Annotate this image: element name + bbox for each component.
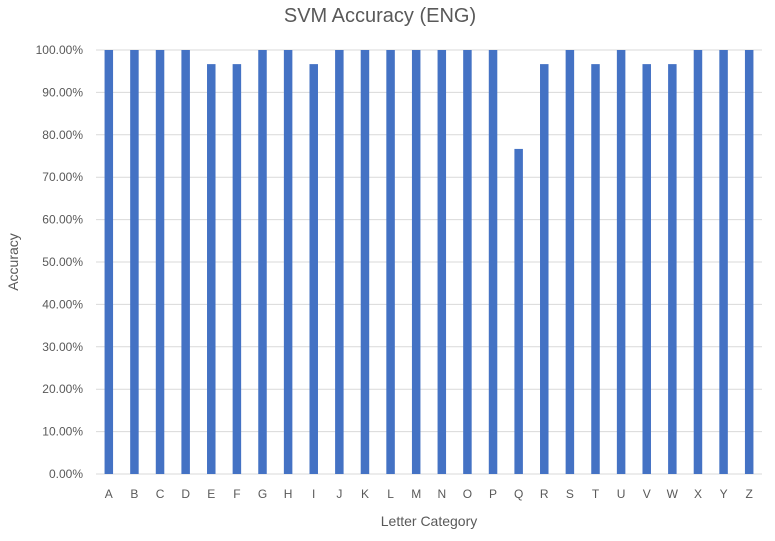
bar-O (463, 50, 472, 474)
y-tick-label: 60.00% (42, 213, 83, 227)
bar-X (693, 50, 703, 474)
y-axis-title: Accuracy (5, 233, 21, 291)
y-tick-label: 100.00% (36, 43, 84, 57)
y-tick-label: 70.00% (42, 170, 83, 184)
x-tick-label-Q: Q (514, 487, 523, 501)
bar-Z (744, 50, 754, 474)
bar-T (591, 64, 600, 474)
x-tick-label-L: L (387, 487, 394, 501)
bar-Q (514, 148, 523, 475)
x-axis-ticks: A B C D E F G H I J K L M N O P Q R S T U V W X Y Z (105, 487, 753, 501)
bar-G (258, 50, 267, 474)
x-tick-label-N: N (437, 487, 446, 501)
bar-M (411, 50, 421, 474)
bar-E (207, 64, 216, 474)
bar-D (181, 50, 190, 474)
bar-V (642, 64, 651, 474)
bar-Y (719, 50, 728, 474)
x-tick-label-U: U (617, 487, 626, 501)
y-tick-label: 20.00% (42, 382, 83, 396)
x-tick-label-M: M (411, 487, 421, 501)
bar-F (232, 64, 242, 474)
chart-title: SVM Accuracy (ENG) (284, 5, 476, 27)
x-axis-title: Letter Category (381, 513, 478, 529)
x-tick-label-A: A (105, 487, 113, 501)
bar-R (540, 64, 549, 474)
x-tick-label-E: E (207, 487, 215, 501)
x-tick-label-C: C (156, 487, 165, 501)
bar-W (668, 64, 677, 474)
bar-J (335, 50, 344, 474)
y-tick-label: 40.00% (42, 297, 83, 311)
x-tick-label-B: B (130, 487, 138, 501)
bars (104, 50, 754, 475)
x-tick-label-V: V (643, 487, 651, 501)
x-tick-label-K: K (361, 487, 369, 501)
x-tick-label-X: X (694, 487, 702, 501)
x-tick-label-J: J (336, 487, 342, 501)
bar-K (360, 50, 370, 474)
x-tick-label-W: W (667, 487, 679, 501)
x-tick-label-Y: Y (720, 487, 728, 501)
x-tick-label-P: P (489, 487, 497, 501)
x-tick-label-Z: Z (746, 487, 753, 501)
x-tick-label-G: G (258, 487, 267, 501)
x-tick-label-T: T (592, 487, 600, 501)
bar-U (616, 50, 626, 474)
bar-N (437, 50, 447, 474)
y-tick-label: 30.00% (42, 340, 83, 354)
y-tick-label: 80.00% (42, 128, 83, 142)
y-tick-label: 90.00% (42, 85, 83, 99)
x-tick-label-F: F (233, 487, 240, 501)
y-tick-label: 50.00% (42, 255, 83, 269)
x-tick-label-O: O (463, 487, 472, 501)
y-axis-ticks: 0.00% 10.00% 20.00% 30.00% 40.00% 50.00% 60.00… (36, 43, 84, 481)
bar-H (283, 50, 293, 474)
y-tick-label: 10.00% (42, 425, 83, 439)
bar-S (565, 50, 575, 474)
bar-A (104, 50, 114, 474)
x-tick-label-R: R (540, 487, 549, 501)
x-tick-label-S: S (566, 487, 574, 501)
bar-I (309, 64, 318, 474)
x-tick-label-D: D (181, 487, 190, 501)
bar-C (155, 50, 165, 474)
bar-L (386, 50, 395, 474)
gridlines (96, 49, 762, 475)
bar-B (130, 50, 139, 474)
y-tick-label: 0.00% (49, 467, 83, 481)
x-tick-label-H: H (284, 487, 293, 501)
bar-P (488, 50, 498, 474)
x-tick-label-I: I (312, 487, 315, 501)
